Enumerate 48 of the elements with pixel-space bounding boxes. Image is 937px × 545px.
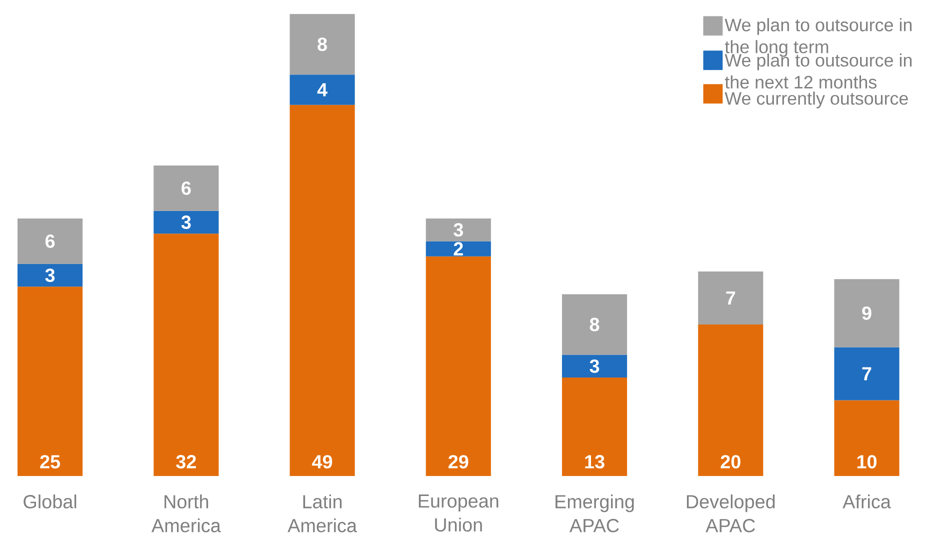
data-label: 7 xyxy=(862,367,872,380)
data-label: 13 xyxy=(585,455,604,468)
legend-label: We currently outsource xyxy=(724,92,908,108)
bar xyxy=(562,294,628,355)
x-tick-label: Developed APAC xyxy=(686,494,775,532)
data-label: 10 xyxy=(857,455,877,468)
data-label: 29 xyxy=(448,455,468,468)
data-label: 25 xyxy=(40,455,60,468)
data-label: 3 xyxy=(181,216,191,229)
data-label: 3 xyxy=(590,359,600,373)
x-tick-label: Global xyxy=(24,494,76,508)
bar xyxy=(562,354,628,378)
bar xyxy=(834,347,900,400)
data-label: 9 xyxy=(862,306,872,320)
bar xyxy=(426,241,491,256)
bar xyxy=(154,210,219,234)
data-label: 7 xyxy=(726,292,736,305)
data-label: 32 xyxy=(176,455,196,468)
bar xyxy=(18,264,83,287)
bar xyxy=(698,271,764,325)
bar xyxy=(18,218,83,264)
data-label: 20 xyxy=(720,455,740,468)
data-label: 6 xyxy=(182,181,191,195)
data-label: 8 xyxy=(590,318,600,332)
x-tick-label: North America xyxy=(151,494,221,532)
bar xyxy=(154,234,219,476)
x-tick-label: European Union xyxy=(418,494,498,532)
x-tick-label: Emerging APAC xyxy=(556,494,634,532)
x-tick-label: Africa xyxy=(842,494,891,508)
bar xyxy=(698,324,764,476)
bar xyxy=(834,279,900,348)
bar xyxy=(834,400,900,476)
bar xyxy=(290,74,355,105)
data-label: 6 xyxy=(45,234,55,248)
data-label: 3 xyxy=(454,223,463,237)
bar xyxy=(154,165,219,211)
data-label: 8 xyxy=(318,38,327,51)
bar xyxy=(426,218,491,242)
bar xyxy=(562,378,628,476)
data-label: 49 xyxy=(312,455,332,468)
data-label: 3 xyxy=(45,268,55,282)
bar xyxy=(290,104,355,476)
data-label: 2 xyxy=(454,242,463,256)
bar xyxy=(290,14,355,75)
x-tick-label: Latin America xyxy=(288,494,357,532)
data-label: 4 xyxy=(317,83,328,96)
bar xyxy=(18,286,83,476)
bar xyxy=(426,256,491,476)
